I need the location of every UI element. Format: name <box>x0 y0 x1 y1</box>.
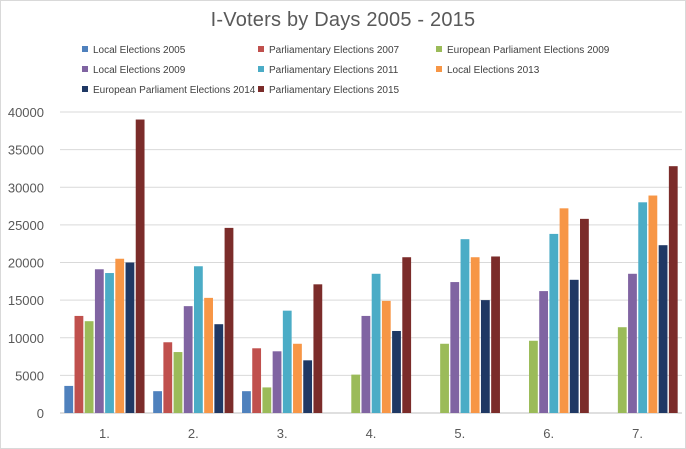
legend-label: Parliamentary Elections 2015 <box>269 85 400 96</box>
bar <box>272 351 282 413</box>
legend-label: Local Elections 2013 <box>447 65 540 76</box>
bar <box>193 266 203 413</box>
bar <box>580 218 589 413</box>
bar <box>135 119 145 414</box>
legend-item: Parliamentary Elections 2007 <box>258 45 399 57</box>
bar <box>648 195 658 413</box>
bar <box>529 340 538 413</box>
y-tick-label: 35000 <box>8 143 44 158</box>
bar <box>628 273 637 413</box>
bar <box>293 343 302 413</box>
legend-item: Parliamentary Elections 2015 <box>258 85 399 97</box>
legend-label: Parliamentary Elections 2007 <box>269 45 400 56</box>
bar <box>163 342 173 413</box>
bar <box>371 273 381 413</box>
legend-label: European Parliament Elections 2009 <box>447 45 610 56</box>
x-tick-label: 6. <box>543 426 554 441</box>
bar <box>638 202 648 413</box>
bar <box>115 258 125 413</box>
x-tick-label: 4. <box>366 426 377 441</box>
x-tick-label: 2. <box>188 426 199 441</box>
legend-label: European Parliament Elections 2014 <box>93 85 256 96</box>
bar <box>450 282 460 413</box>
y-tick-label: 20000 <box>8 256 44 271</box>
legend-item: European Parliament Elections 2014 <box>82 85 255 97</box>
bar <box>84 321 94 413</box>
bar <box>94 269 104 413</box>
bar <box>252 348 262 413</box>
bar <box>569 279 579 413</box>
bar <box>402 257 412 413</box>
y-tick-label: 5000 <box>15 368 44 383</box>
bar <box>381 300 391 413</box>
bar <box>105 273 114 413</box>
y-tick-label: 15000 <box>8 293 44 308</box>
bar <box>153 391 162 413</box>
x-tick-label: 1. <box>99 426 110 441</box>
x-tick-label: 7. <box>632 426 643 441</box>
bar <box>214 324 224 413</box>
legend-swatch <box>258 66 264 72</box>
legend-swatch <box>258 86 264 92</box>
bar <box>351 374 361 413</box>
legend-label: Local Elections 2005 <box>93 45 186 56</box>
bar <box>64 385 74 413</box>
bar <box>183 306 193 413</box>
bar <box>559 208 569 413</box>
bar <box>539 291 549 413</box>
bar <box>74 315 84 413</box>
x-tick-label: 5. <box>454 426 465 441</box>
y-tick-label: 25000 <box>8 218 44 233</box>
bar <box>440 343 449 413</box>
legend-swatch <box>82 66 88 72</box>
bar <box>224 227 234 413</box>
bar <box>392 330 401 413</box>
legend-item: European Parliament Elections 2009 <box>436 45 609 57</box>
legend-item: Local Elections 2009 <box>82 65 185 77</box>
bar <box>204 297 213 413</box>
bar <box>361 315 371 413</box>
bar <box>125 262 135 413</box>
bar <box>617 327 627 413</box>
legend-label: Local Elections 2009 <box>93 65 186 76</box>
legend-item: Parliamentary Elections 2011 <box>258 65 398 77</box>
bar <box>460 239 470 413</box>
chart-title: I-Voters by Days 2005 - 2015 <box>210 9 476 31</box>
y-tick-label: 0 <box>37 406 44 421</box>
bar <box>173 352 183 413</box>
legend-swatch <box>82 86 88 92</box>
bar <box>658 245 668 413</box>
legend-swatch <box>436 46 442 52</box>
bar <box>480 300 490 413</box>
bar <box>549 233 559 413</box>
legend-swatch <box>258 46 264 52</box>
bar <box>470 257 480 413</box>
bar <box>303 360 313 413</box>
legend-swatch <box>436 66 442 72</box>
y-tick-label: 30000 <box>8 180 44 195</box>
x-tick-label: 3. <box>277 426 288 441</box>
y-tick-label: 40000 <box>8 105 44 120</box>
legend-swatch <box>82 46 88 52</box>
y-tick-label: 10000 <box>8 331 44 346</box>
bar <box>668 166 678 413</box>
bar <box>262 387 272 413</box>
legend-item: Local Elections 2005 <box>82 45 185 57</box>
legend-item: Local Elections 2013 <box>436 65 539 77</box>
legend: Local Elections 2005 Parliamentary Electi… <box>0 0 686 100</box>
bar <box>282 310 292 413</box>
legend-label: Parliamentary Elections 2011 <box>269 65 399 76</box>
bar <box>491 256 500 413</box>
bar <box>313 284 323 413</box>
bar <box>242 391 251 413</box>
